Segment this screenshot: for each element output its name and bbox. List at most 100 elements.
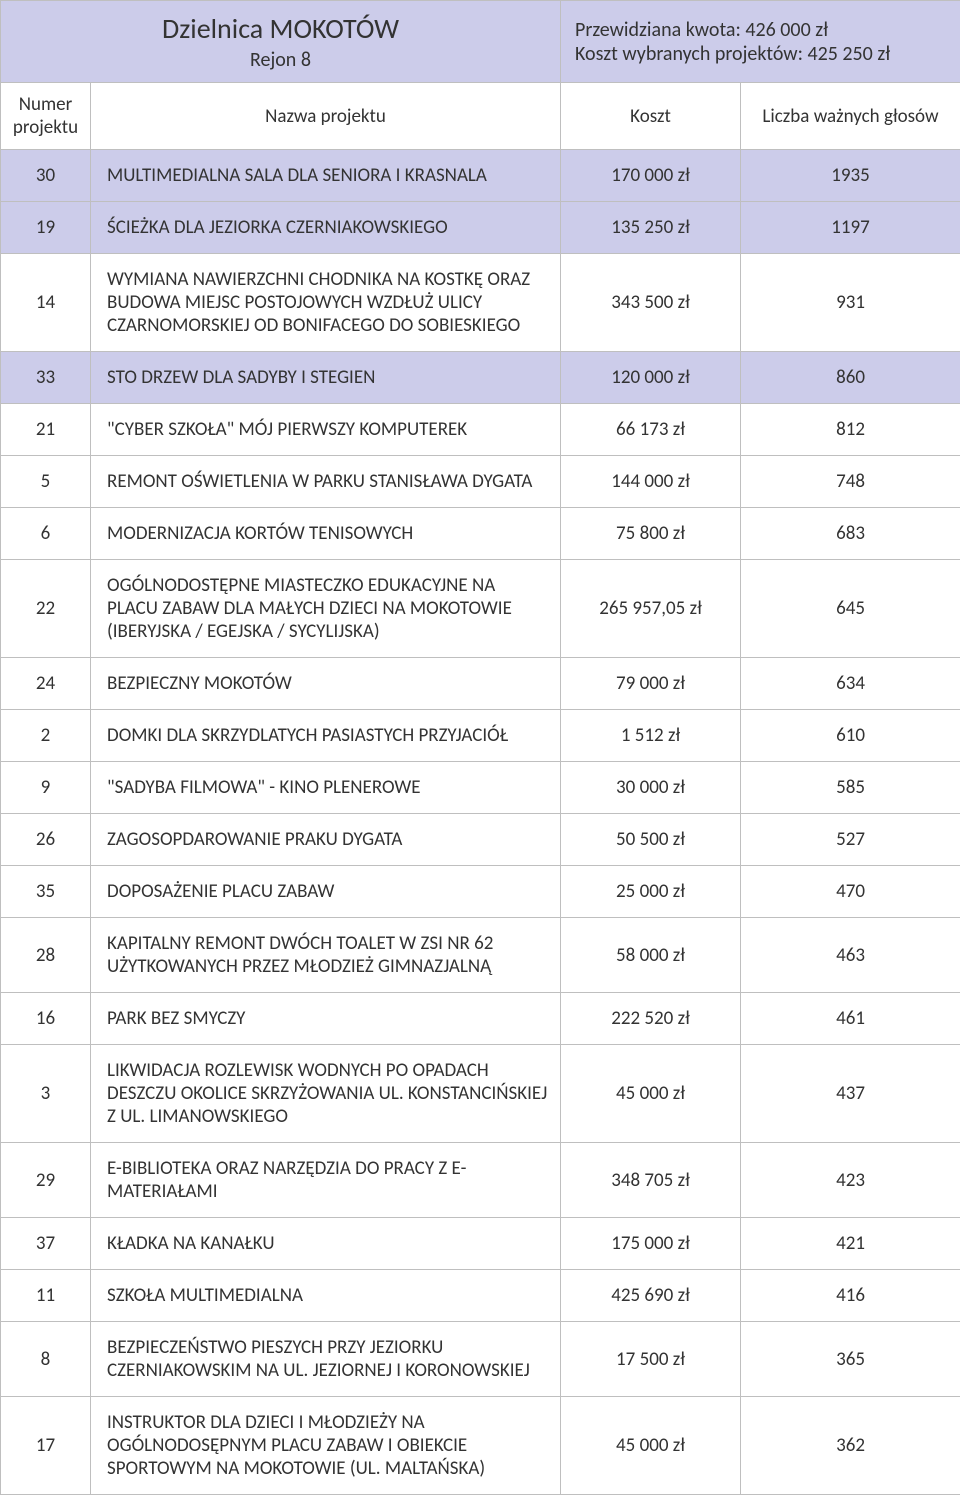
table-row: 35DOPOSAŻENIE PLACU ZABAW25 000 zł470 (1, 866, 960, 918)
cell-project-name: BEZPIECZNY MOKOTÓW (91, 658, 561, 710)
cell-project-votes: 683 (741, 508, 960, 560)
table-row: 22OGÓLNODOSTĘPNE MIASTECZKO EDUKACYJNE N… (1, 560, 960, 658)
cell-project-cost: 50 500 zł (561, 814, 741, 866)
cell-project-cost: 343 500 zł (561, 254, 741, 352)
cell-project-cost: 79 000 zł (561, 658, 741, 710)
cell-project-votes: 610 (741, 710, 960, 762)
cell-project-cost: 30 000 zł (561, 762, 741, 814)
table-row: 6MODERNIZACJA KORTÓW TENISOWYCH75 800 zł… (1, 508, 960, 560)
cell-project-votes: 527 (741, 814, 960, 866)
table-row: 2DOMKI DLA SKRZYDLATYCH PASIASTYCH PRZYJ… (1, 710, 960, 762)
cell-project-number: 17 (1, 1397, 91, 1495)
cell-project-name: KŁADKA NA KANAŁKU (91, 1218, 561, 1270)
cell-project-number: 9 (1, 762, 91, 814)
cell-project-number: 37 (1, 1218, 91, 1270)
cell-project-name: MULTIMEDIALNA SALA DLA SENIORA I KRASNAL… (91, 150, 561, 202)
cell-project-cost: 175 000 zł (561, 1218, 741, 1270)
cell-project-cost: 135 250 zł (561, 202, 741, 254)
cell-project-name: ŚCIEŻKA DLA JEZIORKA CZERNIAKOWSKIEGO (91, 202, 561, 254)
cell-project-cost: 120 000 zł (561, 352, 741, 404)
col-header-cost: Koszt (561, 83, 741, 150)
cell-project-number: 6 (1, 508, 91, 560)
cell-project-number: 14 (1, 254, 91, 352)
cell-project-votes: 365 (741, 1322, 960, 1397)
table-row: 19ŚCIEŻKA DLA JEZIORKA CZERNIAKOWSKIEGO1… (1, 202, 960, 254)
cell-project-votes: 461 (741, 993, 960, 1045)
district-subtitle: Rejon 8 (9, 48, 552, 72)
table-row: 9"SADYBA FILMOWA" - KINO PLENEROWE30 000… (1, 762, 960, 814)
table-row: 17INSTRUKTOR DLA DZIECI I MŁODZIEŻY NA O… (1, 1397, 960, 1495)
table-row: 33STO DRZEW DLA SADYBY I STEGIEN120 000 … (1, 352, 960, 404)
col-header-votes: Liczba ważnych głosów (741, 83, 960, 150)
table-row: 30MULTIMEDIALNA SALA DLA SENIORA I KRASN… (1, 150, 960, 202)
cell-project-number: 29 (1, 1143, 91, 1218)
cell-project-name: REMONT OŚWIETLENIA W PARKU STANISŁAWA DY… (91, 456, 561, 508)
cell-project-cost: 45 000 zł (561, 1397, 741, 1495)
cell-project-votes: 634 (741, 658, 960, 710)
cell-project-name: DOPOSAŻENIE PLACU ZABAW (91, 866, 561, 918)
cell-project-votes: 860 (741, 352, 960, 404)
col-header-num: Numer projektu (1, 83, 91, 150)
cell-project-votes: 463 (741, 918, 960, 993)
budget-line: Przewidziana kwota: 426 000 zł (575, 18, 946, 42)
district-header-cell: Dzielnica MOKOTÓW Rejon 8 (1, 1, 561, 83)
cell-project-cost: 75 800 zł (561, 508, 741, 560)
cell-project-number: 19 (1, 202, 91, 254)
cell-project-number: 11 (1, 1270, 91, 1322)
table-row: 28KAPITALNY REMONT DWÓCH TOALET W ZSI NR… (1, 918, 960, 993)
cell-project-cost: 265 957,05 zł (561, 560, 741, 658)
cell-project-name: "SADYBA FILMOWA" - KINO PLENEROWE (91, 762, 561, 814)
table-row: 26ZAGOSOPDAROWANIE PRAKU DYGATA50 500 zł… (1, 814, 960, 866)
table-row: 21"CYBER SZKOŁA" MÓJ PIERWSZY KOMPUTEREK… (1, 404, 960, 456)
table-row: 24BEZPIECZNY MOKOTÓW79 000 zł634 (1, 658, 960, 710)
cell-project-votes: 470 (741, 866, 960, 918)
cell-project-name: ZAGOSOPDAROWANIE PRAKU DYGATA (91, 814, 561, 866)
cell-project-name: WYMIANA NAWIERZCHNI CHODNIKA NA KOSTKĘ O… (91, 254, 561, 352)
cell-project-cost: 222 520 zł (561, 993, 741, 1045)
cell-project-votes: 585 (741, 762, 960, 814)
cell-project-name: SZKOŁA MULTIMEDIALNA (91, 1270, 561, 1322)
cell-project-votes: 645 (741, 560, 960, 658)
cell-project-votes: 423 (741, 1143, 960, 1218)
cell-project-number: 21 (1, 404, 91, 456)
budget-header-cell: Przewidziana kwota: 426 000 zł Koszt wyb… (561, 1, 960, 83)
cell-project-name: LIKWIDACJA ROZLEWISK WODNYCH PO OPADACH … (91, 1045, 561, 1143)
cell-project-number: 28 (1, 918, 91, 993)
cell-project-cost: 66 173 zł (561, 404, 741, 456)
cell-project-name: PARK BEZ SMYCZY (91, 993, 561, 1045)
table-row: 5REMONT OŚWIETLENIA W PARKU STANISŁAWA D… (1, 456, 960, 508)
cell-project-name: DOMKI DLA SKRZYDLATYCH PASIASTYCH PRZYJA… (91, 710, 561, 762)
table-row: 37KŁADKA NA KANAŁKU175 000 zł421 (1, 1218, 960, 1270)
cell-project-number: 26 (1, 814, 91, 866)
projects-table: Dzielnica MOKOTÓW Rejon 8 Przewidziana k… (0, 0, 960, 1495)
district-title: Dzielnica MOKOTÓW (9, 11, 552, 46)
cell-project-name: STO DRZEW DLA SADYBY I STEGIEN (91, 352, 561, 404)
cell-project-number: 16 (1, 993, 91, 1045)
cell-project-votes: 437 (741, 1045, 960, 1143)
cell-project-cost: 25 000 zł (561, 866, 741, 918)
table-row: 8BEZPIECZEŃSTWO PIESZYCH PRZY JEZIORKU C… (1, 1322, 960, 1397)
cell-project-cost: 348 705 zł (561, 1143, 741, 1218)
cell-project-name: MODERNIZACJA KORTÓW TENISOWYCH (91, 508, 561, 560)
table-body: 30MULTIMEDIALNA SALA DLA SENIORA I KRASN… (1, 150, 960, 1495)
cell-project-cost: 425 690 zł (561, 1270, 741, 1322)
cell-project-number: 22 (1, 560, 91, 658)
table-column-headers: Numer projektu Nazwa projektu Koszt Licz… (1, 83, 960, 150)
table-row: 14WYMIANA NAWIERZCHNI CHODNIKA NA KOSTKĘ… (1, 254, 960, 352)
table-row: 16PARK BEZ SMYCZY222 520 zł461 (1, 993, 960, 1045)
selected-cost-line: Koszt wybranych projektów: 425 250 zł (575, 42, 946, 66)
cell-project-name: BEZPIECZEŃSTWO PIESZYCH PRZY JEZIORKU CZ… (91, 1322, 561, 1397)
cell-project-number: 24 (1, 658, 91, 710)
cell-project-name: "CYBER SZKOŁA" MÓJ PIERWSZY KOMPUTEREK (91, 404, 561, 456)
cell-project-votes: 748 (741, 456, 960, 508)
cell-project-cost: 144 000 zł (561, 456, 741, 508)
cell-project-cost: 17 500 zł (561, 1322, 741, 1397)
cell-project-name: INSTRUKTOR DLA DZIECI I MŁODZIEŻY NA OGÓ… (91, 1397, 561, 1495)
cell-project-number: 30 (1, 150, 91, 202)
cell-project-votes: 812 (741, 404, 960, 456)
table-row: 3LIKWIDACJA ROZLEWISK WODNYCH PO OPADACH… (1, 1045, 960, 1143)
cell-project-cost: 1 512 zł (561, 710, 741, 762)
table-row: 11SZKOŁA MULTIMEDIALNA425 690 zł416 (1, 1270, 960, 1322)
cell-project-number: 3 (1, 1045, 91, 1143)
cell-project-number: 8 (1, 1322, 91, 1397)
